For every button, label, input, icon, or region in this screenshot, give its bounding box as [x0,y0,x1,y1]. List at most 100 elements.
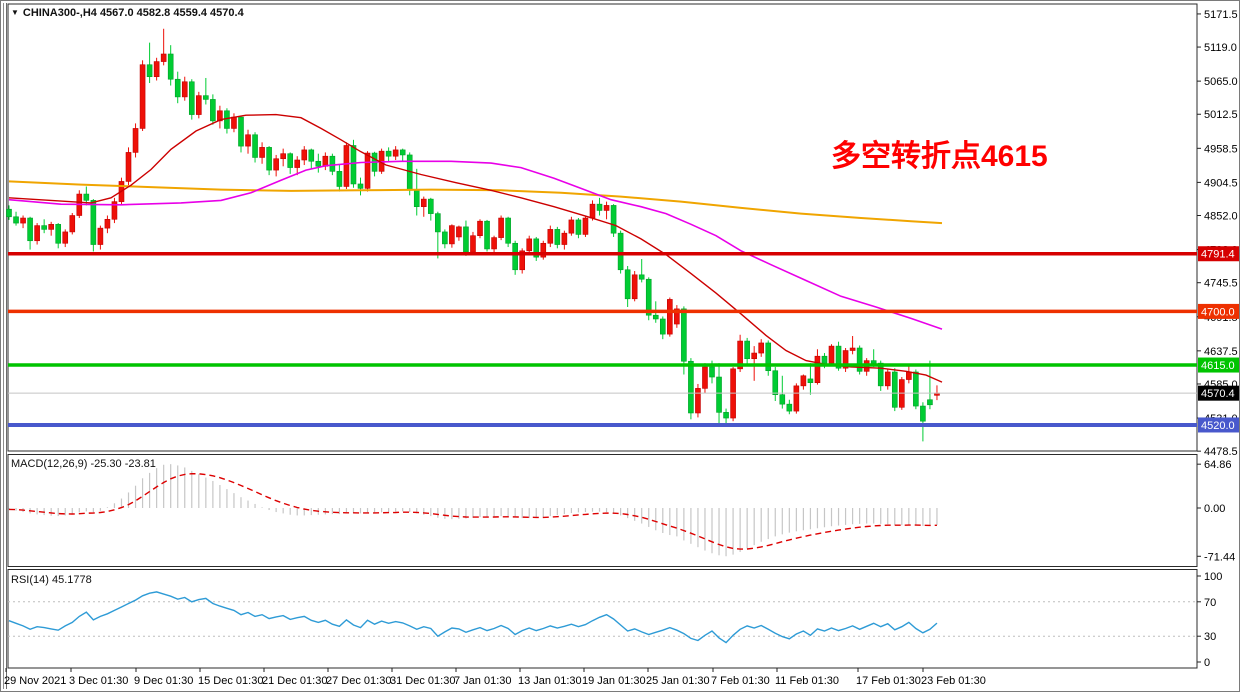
candle [512,240,518,275]
macd-axis-label: 64.86 [1204,459,1232,471]
annotation-text: 多空转折点4615 [831,140,1048,173]
candle [498,215,504,241]
candle [547,225,554,248]
candlestick-series [6,28,940,442]
candle [814,349,821,385]
rsi-axis-label: 30 [1204,631,1216,643]
candle [610,204,617,237]
candle [259,142,265,164]
time-axis-label: 25 Jan 01:30 [646,675,710,687]
candle [688,358,694,420]
symbol-ohlc-text: CHINA300-,H4 4567.0 4582.8 4559.4 4570.4 [22,7,244,19]
candle [758,339,765,357]
candle [13,211,19,226]
candle [357,177,364,196]
candle [575,218,582,239]
candle [336,165,343,192]
candle [828,344,835,366]
candle [294,156,301,176]
time-axis-label: 15 Dec 01:30 [198,675,263,687]
candle [624,265,631,307]
time-axis-label: 23 Feb 01:30 [921,675,986,687]
rsi-axis-label: 70 [1204,597,1216,609]
svg-text:4615.0: 4615.0 [1201,360,1235,372]
candle [217,105,223,129]
candle [266,146,272,176]
svg-text:4791.4: 4791.4 [1201,249,1235,261]
panel-frames [3,3,1198,689]
candle [174,71,181,104]
candle [188,79,195,120]
symbol-ohlc-label: ▼ CHINA300-,H4 4567.0 4582.8 4559.4 4570.… [11,7,244,19]
time-axis-label: 31 Dec 01:30 [390,675,455,687]
candle [659,316,666,340]
time-axis-label: 9 Dec 01:30 [134,675,193,687]
price-tick-label: 5065.0 [1204,76,1238,88]
price-tick-label: 4904.5 [1204,177,1238,189]
candle [301,146,308,166]
candle [920,402,926,442]
candle [132,123,139,158]
candle [927,360,933,410]
time-axis-label: 7 Jan 01:30 [454,675,512,687]
candle [561,230,568,250]
candle [442,229,448,249]
candle [913,369,919,410]
candle [568,216,575,236]
candle [800,374,807,390]
candle [41,219,47,234]
price-tick-label: 4478.5 [1204,446,1238,458]
time-axis-label: 19 Jan 01:30 [582,675,646,687]
candle [884,369,891,390]
candle [385,147,392,162]
price-level-badge: 4570.4 [1198,385,1239,401]
candle [97,225,104,250]
candle [153,57,160,81]
candle [842,348,849,372]
candle [638,259,645,283]
candle [392,146,399,160]
candle [315,153,322,173]
price-tick-label: 5119.0 [1204,42,1237,54]
candle [160,28,167,66]
candle [645,277,652,321]
time-axis-label: 21 Dec 01:30 [262,675,327,687]
price-tick-label: 5012.5 [1204,109,1238,121]
candle [723,408,729,425]
candle [224,108,230,134]
price-tick-label: 5171.5 [1204,9,1238,21]
price-axis: 5171.5 5119.0 5065.0 5012.5 4958.5 4904.5 4852… [1197,9,1239,458]
candle [34,223,40,245]
candle [891,368,898,412]
candle [477,219,483,239]
candle [491,235,497,253]
candle [449,224,455,248]
price-tick-label: 4852.0 [1204,211,1238,223]
rsi-line [8,591,938,644]
candle [287,152,294,174]
time-axis-label: 11 Feb 01:30 [775,675,839,687]
time-axis-label: 27 Dec 01:30 [326,675,391,687]
macd-axis-label: 0.00 [1204,503,1225,515]
candle [308,148,315,169]
candle [181,76,188,101]
candle [906,364,912,384]
candle [196,91,202,119]
time-axis-label: 13 Jan 01:30 [518,675,582,687]
candle [413,168,420,216]
candle [533,236,540,261]
candle [526,235,533,255]
horizontal-levels [8,251,1197,427]
symbol-dropdown-icon[interactable]: ▼ [11,8,19,17]
svg-text:4520.0: 4520.0 [1201,420,1235,432]
candle [231,113,237,133]
candle [364,151,371,192]
candle [48,221,54,236]
macd-signal-line [8,472,937,550]
time-axis-label: 29 Nov 2021 [4,675,66,687]
candle [463,220,469,256]
candle [6,205,12,220]
time-axis-label: 3 Dec 01:30 [69,675,128,687]
